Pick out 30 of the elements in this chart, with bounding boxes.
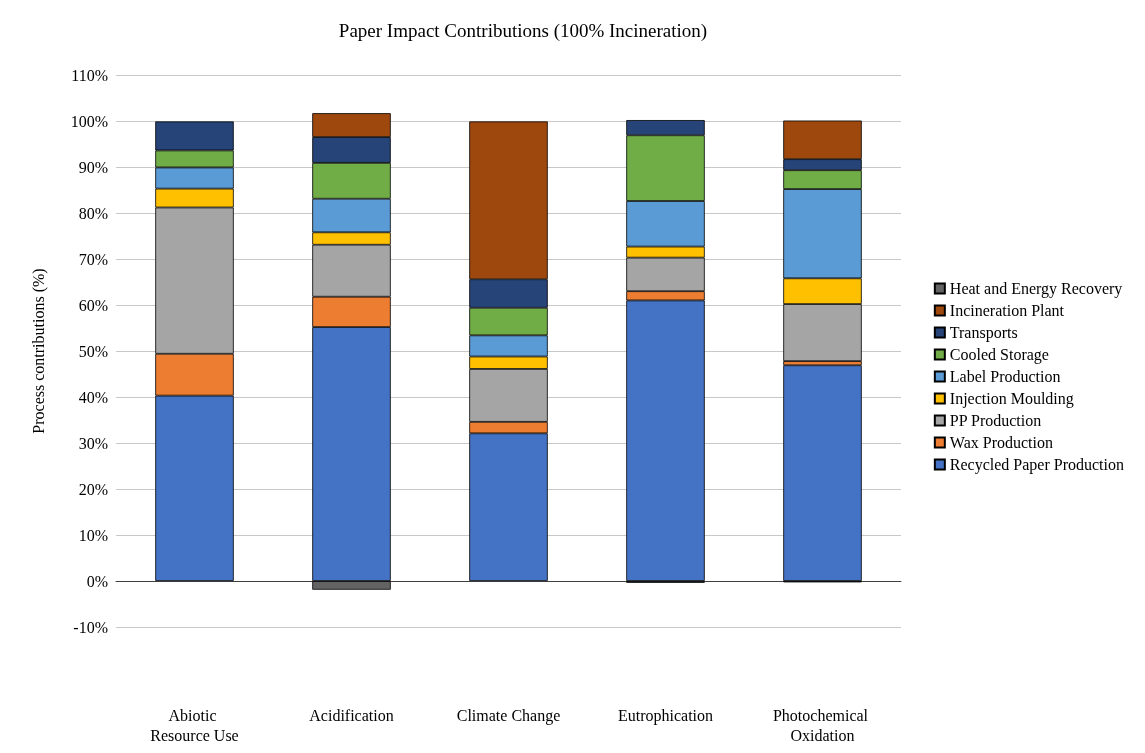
y-tick-label: 110% <box>71 66 108 84</box>
legend-label: Label Production <box>949 368 1061 385</box>
x-tick-label: Eutrophication <box>617 706 714 725</box>
y-tick-label: 30% <box>78 434 108 452</box>
y-tick-label: 20% <box>78 480 108 498</box>
legend-label: Recycled Paper Production <box>949 456 1124 474</box>
legend-label: Injection Moulding <box>949 390 1074 408</box>
y-tick-label: 0% <box>86 572 108 590</box>
y-tick-label: 80% <box>78 204 108 222</box>
y-tick-label: 60% <box>78 296 108 314</box>
y-tick-label: 50% <box>78 342 108 360</box>
y-tick-label: 40% <box>78 388 108 406</box>
y-tick-label: 100% <box>70 112 108 130</box>
y-axis-title: Process contributions (%) <box>29 268 48 434</box>
legend-label: PP Production <box>949 412 1042 429</box>
y-tick-label: 10% <box>78 526 108 544</box>
y-tick-label: 70% <box>78 250 108 268</box>
bar <box>783 365 862 581</box>
y-tick-label: 90% <box>78 158 108 176</box>
x-tick-label: Photochemical Oxidation <box>772 706 873 744</box>
legend-label: Heat and Energy Recovery <box>949 280 1123 298</box>
legend-label: Wax Production <box>949 434 1053 451</box>
x-tick-label: Abiotic Resource Use <box>150 706 239 744</box>
legend-label: Cooled Storage <box>949 346 1049 364</box>
chart-title: Paper Impact Contributions (100% Incineration) <box>338 20 708 42</box>
x-tick-label: Acidification <box>309 706 394 724</box>
legend-label: Transports <box>949 324 1018 342</box>
x-tick-label: Climate Change <box>456 706 561 725</box>
y-tick-label: -10% <box>73 618 108 636</box>
legend-label: Incineration Plant <box>949 302 1065 319</box>
